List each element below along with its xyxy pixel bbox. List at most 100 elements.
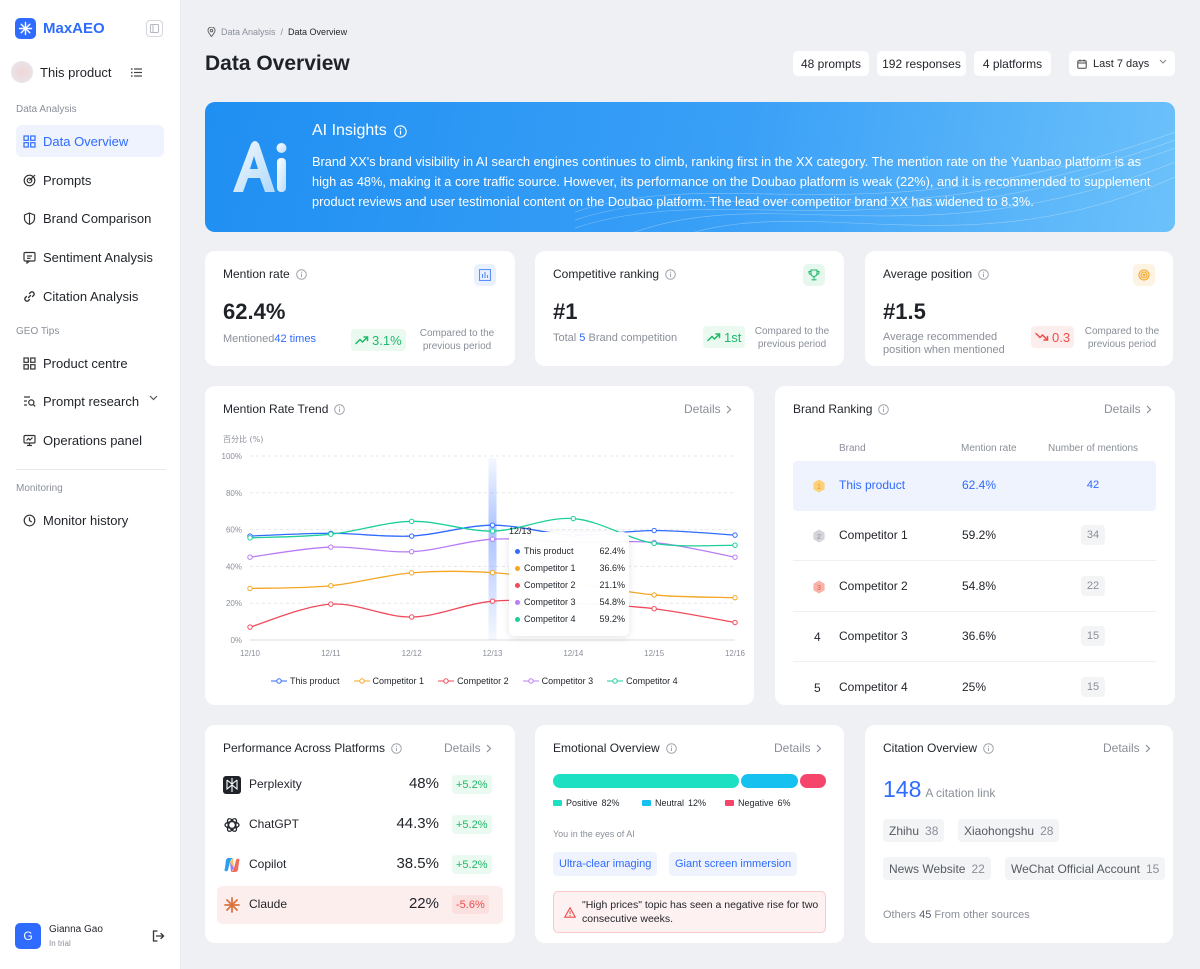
product-selector[interactable]: This product — [11, 60, 142, 84]
platform-row-claude[interactable]: Claude 22% -5.6% — [217, 886, 503, 924]
emotion-details-link[interactable]: Details — [774, 741, 822, 755]
info-icon[interactable] — [393, 124, 407, 138]
product-selector-label: This product — [40, 64, 112, 80]
user-status: In trial — [49, 939, 71, 948]
citation-source-tag[interactable]: Zhihu 38 — [883, 819, 945, 842]
mention-sub-prefix: Mentioned — [223, 333, 275, 345]
info-icon[interactable] — [295, 268, 307, 280]
sidebar-item-monitor-history[interactable]: Monitor history — [16, 504, 164, 536]
citation-source-tag[interactable]: WeChat Official Account 15 — [1005, 857, 1166, 880]
data-point — [489, 528, 496, 534]
app-logo[interactable]: MaxAEO — [15, 18, 105, 39]
chevron-down-icon[interactable] — [149, 395, 158, 401]
legend-item[interactable]: Competitor 3 — [522, 676, 593, 686]
sidebar-item-label: Prompt research — [43, 393, 140, 409]
table-row[interactable]: 2 Competitor 1 59.2% 34 — [793, 511, 1156, 561]
legend-item[interactable]: This product — [271, 676, 340, 686]
citation-details-link[interactable]: Details — [1103, 741, 1151, 755]
card-title: Mention rate — [223, 267, 307, 281]
citation-source-tag[interactable]: Xiaohongshu 28 — [958, 819, 1060, 842]
info-icon[interactable] — [665, 742, 677, 754]
grid-icon — [23, 134, 36, 148]
chart-tooltip: 12/13 This product 62.4% Competitor 1 36.6… — [509, 526, 629, 636]
citation-source-tag[interactable]: News Website 22 — [883, 857, 991, 880]
table-row[interactable]: 5 Competitor 4 25% 15 — [793, 663, 1156, 705]
user-profile[interactable]: G Gianna Gao In trial — [15, 923, 103, 949]
others-prefix: Others — [883, 909, 917, 921]
sidebar-item-product-centre[interactable]: Product centre — [16, 347, 164, 379]
sidebar-item-label: Operations panel — [43, 432, 143, 448]
negative-alert[interactable]: "High prices" topic has seen a negative … — [553, 891, 826, 933]
card-title: Performance Across Platforms — [223, 741, 402, 755]
info-icon[interactable] — [978, 268, 989, 280]
logout-icon[interactable] — [151, 929, 165, 943]
legend-label: Positive — [566, 798, 598, 808]
brand-name: Competitor 2 — [839, 579, 908, 593]
legend-label: Negative — [738, 798, 774, 808]
breadcrumb-item[interactable]: Data Analysis — [221, 27, 276, 37]
data-point — [732, 554, 738, 560]
platform-row-copilot[interactable]: Copilot 38.5% +5.2% — [217, 846, 503, 884]
data-point — [732, 532, 738, 538]
legend-item[interactable]: Competitor 2 — [438, 676, 509, 686]
info-icon[interactable] — [878, 403, 890, 415]
table-row[interactable]: 3 Competitor 2 54.8% 22 — [793, 562, 1156, 612]
perception-tag[interactable]: Giant screen immersion — [669, 852, 798, 876]
info-icon[interactable] — [334, 403, 346, 415]
link-icon — [24, 290, 35, 302]
trend-up-icon — [355, 336, 369, 345]
mention-rate-sub: Mentioned42 times — [223, 333, 316, 345]
platform-row-perplexity[interactable]: Perplexity 48% +5.2% — [217, 766, 503, 804]
table-row[interactable]: 1 This product 62.4% 42 — [793, 461, 1156, 511]
platform-name: ChatGPT — [249, 817, 300, 831]
source-name: Zhihu — [889, 823, 920, 838]
sidebar-item-operations-panel[interactable]: Operations panel — [16, 424, 164, 456]
neutral-segment — [741, 774, 798, 788]
breadcrumb-separator: / — [280, 27, 284, 37]
chevron-right-icon — [1145, 744, 1151, 752]
ranking-details-link[interactable]: Details — [1104, 402, 1152, 416]
target-icon — [23, 174, 36, 186]
sidebar-item-citation-analysis[interactable]: Citation Analysis — [16, 280, 164, 312]
sidebar-item-label: Prompts — [43, 172, 92, 188]
info-icon[interactable] — [391, 742, 402, 754]
date-range-select[interactable]: Last 7 days — [1069, 51, 1175, 76]
ranking-delta-value: 1st — [724, 329, 742, 345]
sidebar-item-sentiment-analysis[interactable]: Sentiment Analysis — [16, 241, 164, 273]
others-suffix: From other sources — [934, 909, 1030, 921]
legend-value: 12% — [688, 798, 707, 808]
ai-insights-text: Brand XX's brand visibility in AI search… — [312, 154, 1151, 209]
negative-segment — [800, 774, 826, 788]
legend-item[interactable]: Competitor 1 — [353, 676, 424, 686]
info-icon[interactable] — [983, 742, 994, 754]
sidebar-item-prompt-research[interactable]: Prompt research — [16, 385, 164, 417]
tooltip-row: This product 62.4% — [515, 546, 625, 556]
product-avatar — [11, 61, 33, 83]
mention-rate: 59.2% — [962, 528, 997, 542]
date-range-value: Last 7 days — [1093, 57, 1150, 70]
platforms-details-link[interactable]: Details — [444, 741, 492, 755]
sidebar-item-brand-comparison[interactable]: Brand Comparison — [16, 202, 164, 234]
chatgpt-icon — [224, 818, 240, 832]
column-header: Mention rate — [961, 443, 1017, 454]
average-position-delta-value: 0.3 — [1052, 329, 1071, 345]
platform-row-chatgpt[interactable]: ChatGPT 44.3% +5.2% — [217, 806, 503, 844]
platform-name: Copilot — [249, 857, 287, 871]
trend-details-link[interactable]: Details — [684, 402, 732, 416]
data-point — [651, 540, 657, 547]
compare-note: Compared to the previous period — [1084, 326, 1160, 350]
perception-tag[interactable]: Ultra-clear imaging — [553, 852, 658, 876]
platform-delta: +5.2% — [452, 815, 492, 834]
info-icon[interactable] — [665, 268, 676, 280]
sidebar-item-prompts[interactable]: Prompts — [16, 164, 164, 196]
mention-rate: 62.4% — [962, 478, 997, 492]
mention-rate-trend-card: Mention Rate Trend Details 百分比 (%) 0% 20% 4… — [205, 386, 754, 705]
mention-count-link[interactable]: 42 times — [274, 333, 316, 345]
data-point — [328, 544, 334, 550]
data-point — [328, 531, 334, 537]
legend-item[interactable]: Competitor 4 — [607, 676, 678, 686]
trend-chart[interactable]: 百分比 (%) 0% 20% 40% 60% 80% 100% 12/10 12/11 12/12… — [205, 386, 754, 705]
sidebar-item-data-overview[interactable]: Data Overview — [16, 125, 164, 157]
table-row[interactable]: 4 Competitor 3 36.6% 15 — [793, 612, 1156, 662]
sidebar-collapse-icon[interactable] — [146, 20, 163, 37]
